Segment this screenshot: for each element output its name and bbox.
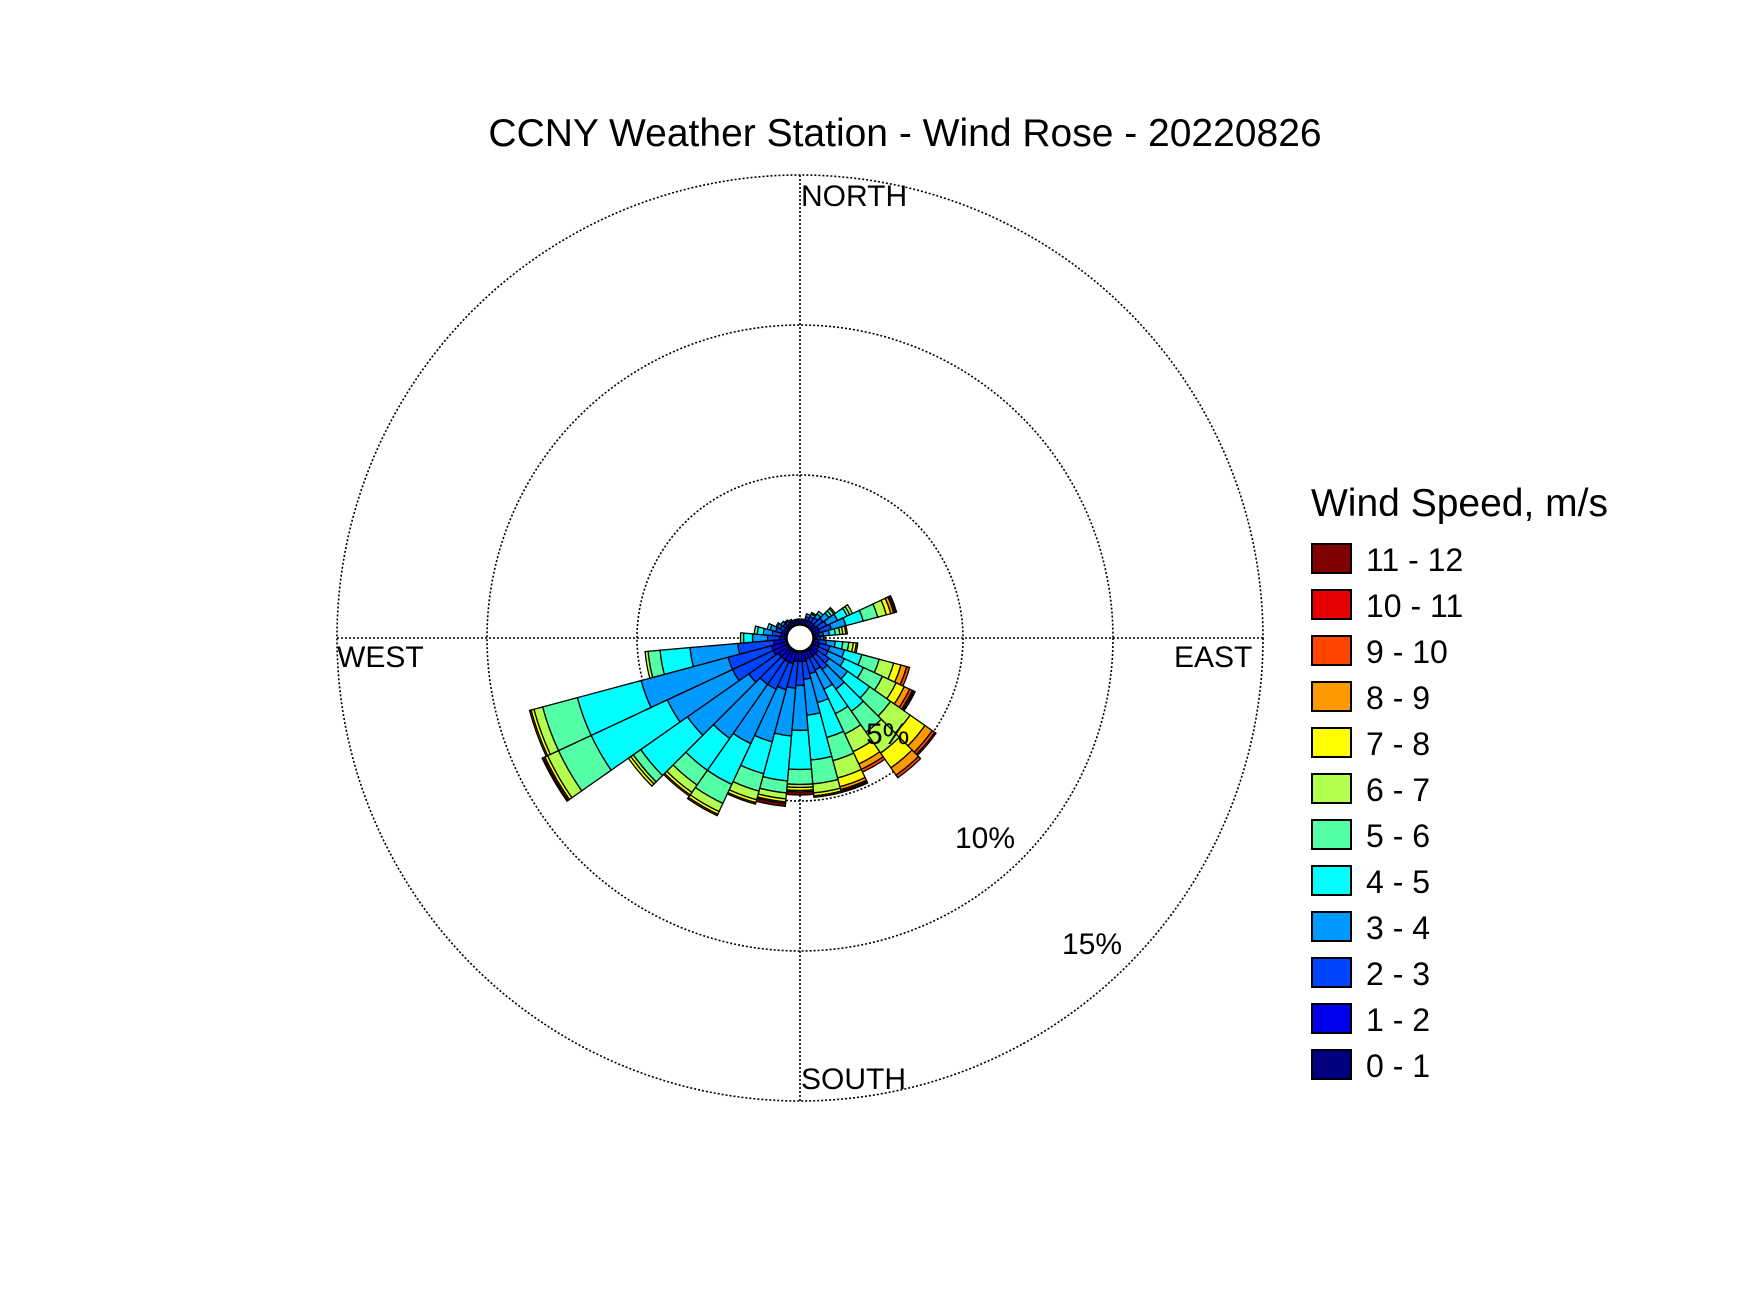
sector-240-bin-11 (541, 756, 570, 803)
legend-label: 3 - 4 (1366, 910, 1431, 946)
legend-label: 5 - 6 (1366, 818, 1431, 854)
sector-250-bin-8 (528, 709, 549, 758)
sector-290-bin-4 (766, 622, 773, 631)
direction-south: SOUTH (801, 1063, 906, 1096)
legend-label: 11 - 12 (1366, 542, 1464, 578)
legend-swatch (1311, 589, 1352, 620)
sector-70-bin-11 (888, 594, 898, 614)
legend-swatch (1311, 819, 1352, 850)
sector-340-bin-2 (791, 618, 797, 624)
legend-swatch (1311, 865, 1352, 896)
sector-280-bin-5 (753, 625, 760, 635)
ring-label-15: 15% (1062, 928, 1123, 961)
sector-80-bin-8 (843, 624, 849, 635)
sector-330-bin-3 (787, 618, 793, 624)
chart-title: CCNY Weather Station - Wind Rose - 20220… (488, 112, 1322, 155)
legend-label: 6 - 7 (1366, 772, 1431, 808)
sectors (528, 594, 937, 817)
sector-300-bin-4 (775, 621, 781, 629)
sector-140-bin-9 (895, 755, 922, 779)
legend-swatch (1311, 773, 1352, 804)
sector-270-bin-5 (739, 632, 745, 644)
ring-label-10: 10% (955, 822, 1016, 855)
legend-label: 4 - 5 (1366, 864, 1431, 900)
legend-swatch (1311, 635, 1352, 666)
legend-label: 9 - 10 (1366, 634, 1448, 670)
legend-swatch (1311, 957, 1352, 988)
legend-label: 2 - 3 (1366, 956, 1431, 992)
legend-title: Wind Speed, m/s (1311, 482, 1608, 525)
legend-label: 10 - 11 (1366, 588, 1464, 624)
sector-170-bin-8 (813, 790, 843, 799)
sector-260-bin-6 (644, 650, 654, 680)
sector-270-bin-4 (742, 632, 754, 644)
polar-grid (336, 174, 1264, 1102)
direction-west: WEST (337, 641, 424, 674)
legend-swatch (1311, 727, 1352, 758)
legend-swatch (1311, 911, 1352, 942)
sector-180-bin-11 (785, 790, 815, 796)
legend-swatch (1311, 1003, 1352, 1034)
sector-320-bin-3 (783, 619, 790, 625)
legend-swatch (1311, 1049, 1352, 1080)
legend-swatch (1311, 681, 1352, 712)
legend-label: 0 - 1 (1366, 1048, 1431, 1084)
center-hole (786, 624, 814, 652)
legend-swatch (1311, 543, 1352, 574)
ring-label-5: 5% (866, 718, 910, 751)
sector-210-bin-8 (686, 796, 719, 817)
direction-north: NORTH (801, 180, 908, 213)
legend-label: 8 - 9 (1366, 680, 1431, 716)
sector-180-bin-5 (786, 768, 814, 786)
legend-label: 7 - 8 (1366, 726, 1431, 762)
legend-label: 1 - 2 (1366, 1002, 1431, 1038)
direction-east: EAST (1174, 641, 1253, 674)
